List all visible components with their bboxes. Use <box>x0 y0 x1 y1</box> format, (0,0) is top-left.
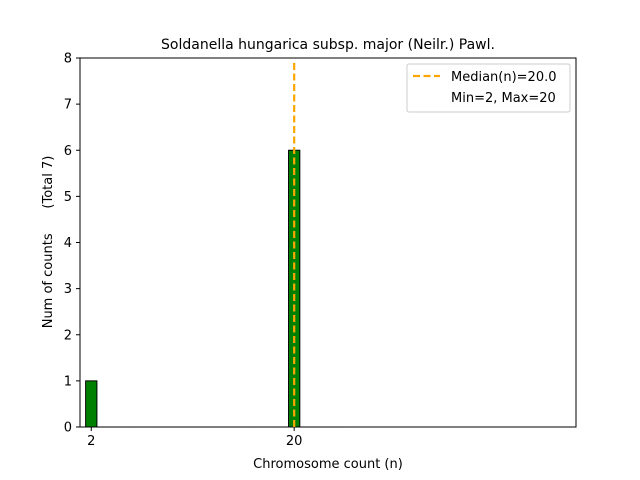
legend: Median(n)=20.0 Min=2, Max=20 <box>406 63 571 113</box>
y-tick-label: 6 <box>64 144 72 159</box>
y-tick-label: 0 <box>64 421 72 436</box>
y-tick-label: 4 <box>64 236 72 251</box>
histogram-bar <box>85 380 98 428</box>
legend-entry-median: Median(n)=20.0 <box>451 70 557 85</box>
chart-title: Soldanella hungarica subsp. major (Neilr… <box>161 37 495 53</box>
y-tick-label: 7 <box>64 98 72 113</box>
x-axis-label: Chromosome count (n) <box>253 457 403 472</box>
x-tick-label: 20 <box>286 434 303 449</box>
x-axis: 2 20 <box>87 427 302 449</box>
legend-box <box>406 63 571 113</box>
y-axis-label: Num of counts (Total 7) <box>41 156 56 329</box>
legend-entry-minmax: Min=2, Max=20 <box>451 91 556 106</box>
y-tick-label: 8 <box>64 52 72 67</box>
x-tick-label: 2 <box>87 434 95 449</box>
y-tick-label: 2 <box>64 328 72 343</box>
plot-area: 0 1 2 3 4 5 6 7 8 2 20 <box>64 52 577 449</box>
y-tick-label: 1 <box>64 374 72 389</box>
y-tick-label: 5 <box>64 190 72 205</box>
y-tick-label: 3 <box>64 282 72 297</box>
y-axis: 0 1 2 3 4 5 6 7 8 <box>64 52 80 436</box>
